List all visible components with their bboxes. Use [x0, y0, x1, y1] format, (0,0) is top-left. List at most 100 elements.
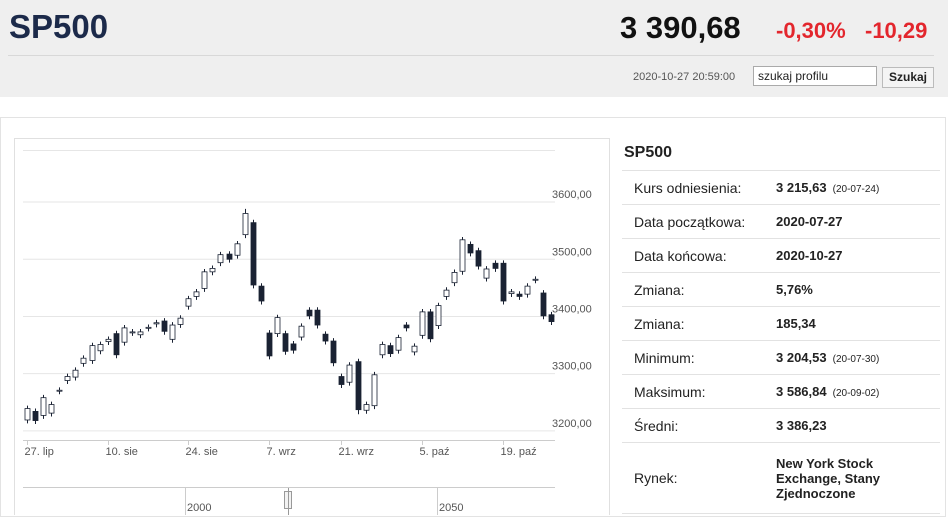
candle-body [298, 325, 305, 338]
candle-body [419, 311, 426, 336]
candle-body [306, 309, 313, 317]
row-value: New York Stock Exchange, Stany Zjednoczo… [776, 456, 936, 501]
value-text: 2020-10-27 [776, 248, 843, 263]
candle-body [290, 343, 297, 351]
candle-body [548, 314, 555, 322]
candle-body [113, 333, 120, 356]
candle-body [322, 333, 329, 342]
row-value: 3 215,63 (20-07-24) [776, 180, 936, 195]
candle-body [330, 340, 337, 364]
info-rows: Kurs odniesienia: 3 215,63 (20-07-24) Data … [622, 171, 940, 514]
value-text: 185,34 [776, 316, 816, 331]
row-value: 3 586,84 (20-09-02) [776, 384, 936, 399]
candle-body [48, 404, 55, 414]
x-tick-label: 7. wrz [267, 446, 296, 458]
chart: 2000 2050 3200,00 3300,00 3400,00 3500,00 36… [14, 138, 610, 515]
info-title: SP500 [622, 140, 940, 171]
candle-body [500, 262, 507, 302]
candle-body [226, 253, 233, 260]
info-row: Rynek: New York Stock Exchange, Stany Zje… [622, 443, 940, 514]
search-button[interactable]: Szukaj [882, 67, 934, 88]
candle-body [169, 324, 176, 340]
candle-body [540, 292, 547, 317]
candle-body [177, 317, 184, 325]
change-percent: -0,30% [776, 18, 846, 43]
y-tick-label: 3300,00 [552, 361, 592, 373]
candle-body [508, 291, 515, 294]
candle-body [403, 324, 410, 329]
row-value: 185,34 [776, 316, 936, 331]
value-text: 2020-07-27 [776, 214, 843, 229]
candle-body [234, 243, 241, 256]
candle-body [185, 298, 192, 307]
symbol: SP500 [9, 8, 109, 45]
candle-body [201, 271, 208, 289]
candle-body [258, 285, 265, 302]
x-tick-label: 27. lip [25, 446, 54, 458]
value-text: New York Stock Exchange, Stany Zjednoczo… [776, 455, 881, 501]
x-tick-label: 24. sie [186, 446, 218, 458]
candle-body [346, 364, 353, 383]
candle-body [145, 326, 152, 329]
candle-body [193, 291, 200, 297]
y-tick-label: 3500,00 [552, 246, 592, 258]
value-text: 5,76% [776, 282, 813, 297]
row-value: 3 386,23 [776, 418, 936, 433]
candle-body [72, 369, 79, 378]
row-value: 3 204,53 (20-07-30) [776, 350, 936, 365]
candle-body [282, 333, 289, 352]
y-tick-label: 3400,00 [552, 303, 592, 315]
info-row: Średni: 3 386,23 [622, 409, 940, 443]
candle-body [483, 268, 490, 279]
candle-body [467, 243, 474, 254]
candle-body [387, 345, 394, 355]
y-tick-label: 3600,00 [552, 189, 592, 201]
candle-body [459, 239, 466, 272]
row-value: 5,76% [776, 282, 936, 297]
candle-body [153, 322, 160, 325]
candle-body [451, 272, 458, 284]
info-row: Maksimum: 3 586,84 (20-09-02) [622, 375, 940, 409]
row-value: 2020-10-27 [776, 248, 936, 263]
value-text: 3 586,84 [776, 384, 827, 399]
candle-body [475, 250, 482, 267]
value-text: 3 215,63 [776, 180, 827, 195]
candle-body [105, 338, 112, 343]
candle-body [274, 317, 281, 335]
info-row: Zmiana: 185,34 [622, 307, 940, 341]
row-label: Zmiana: [634, 281, 685, 298]
y-tick-label: 3200,00 [552, 418, 592, 430]
row-label: Średni: [634, 417, 679, 434]
candle-body [32, 411, 39, 421]
row-label: Zmiana: [634, 315, 685, 332]
info-row: Data końcowa: 2020-10-27 [622, 239, 940, 273]
candle-body [161, 320, 168, 332]
candle-body [371, 374, 378, 407]
candle-body [314, 309, 321, 326]
candle-body [532, 278, 539, 281]
candle-body [56, 389, 63, 392]
navigator-label: 2050 [439, 502, 463, 514]
value-note: (20-07-30) [832, 354, 880, 365]
change: -10,29 [865, 18, 928, 43]
candle-body [411, 345, 418, 353]
candle-body [355, 361, 362, 411]
value-note: (20-09-02) [832, 388, 880, 399]
info-row: Data początkowa: 2020-07-27 [622, 205, 940, 239]
row-label: Kurs odniesienia: [634, 179, 742, 196]
candle-body [121, 327, 128, 343]
candle-body [395, 337, 402, 351]
row-label: Data początkowa: [634, 213, 746, 230]
x-tick-label: 10. sie [106, 446, 138, 458]
candle-body [89, 345, 96, 361]
candle-body [427, 311, 434, 340]
candle-body [435, 305, 442, 327]
price: 3 390,68 [620, 10, 741, 45]
candle-body [443, 289, 450, 297]
value-note: (20-07-24) [832, 184, 880, 195]
value-text: 3 386,23 [776, 418, 827, 433]
candle-body [338, 376, 345, 385]
row-label: Maksimum: [634, 383, 706, 400]
candle-body [524, 285, 531, 295]
search-input[interactable]: szukaj profilu [753, 66, 877, 86]
